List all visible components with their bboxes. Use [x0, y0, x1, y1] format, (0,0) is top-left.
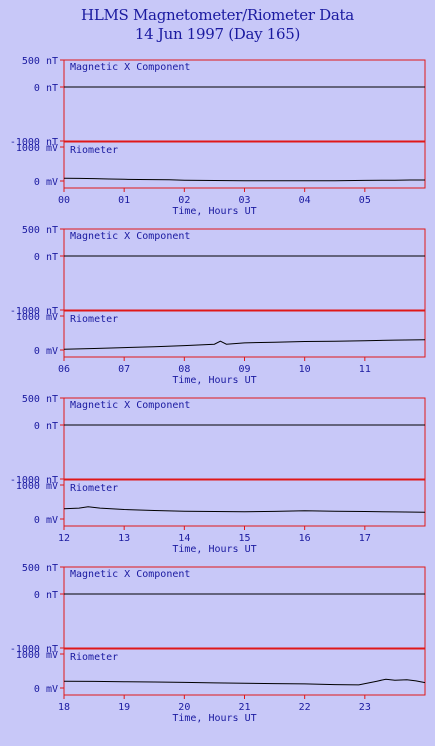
x-axis-label: Time, Hours UT — [172, 375, 256, 386]
rio-ytick-label: 0 mV — [34, 684, 58, 695]
x-tick-label: 22 — [299, 702, 311, 713]
x-tick-label: 04 — [299, 195, 311, 206]
x-tick-label: 15 — [238, 533, 250, 544]
x-tick-label: 03 — [238, 195, 250, 206]
rio-ytick-label: 0 mV — [34, 177, 58, 188]
rio-ytick-label: 0 mV — [34, 515, 58, 526]
rio-series-label: Riometer — [70, 314, 118, 325]
mag-series-label: Magnetic X Component — [70, 62, 190, 73]
mag-ytick-label: 500 nT — [22, 56, 58, 67]
x-tick-label: 06 — [58, 364, 70, 375]
mag-frame — [63, 566, 426, 649]
mag-ytick-label: 0 nT — [34, 421, 58, 432]
mag-frame — [63, 59, 426, 142]
x-tick-label: 10 — [299, 364, 311, 375]
rio-series-label: Riometer — [70, 145, 118, 156]
x-tick-label: 01 — [118, 195, 130, 206]
rio-series-label: Riometer — [70, 652, 118, 663]
x-tick-label: 20 — [178, 702, 190, 713]
x-tick-label: 08 — [178, 364, 190, 375]
x-tick-label: 18 — [58, 702, 70, 713]
mag-ytick-label: 500 nT — [22, 225, 58, 236]
x-tick-label: 13 — [118, 533, 130, 544]
rio-series-line — [63, 678, 426, 686]
mag-ytick-label: -1000 nT — [10, 137, 58, 148]
page-subtitle: 14 Jun 1997 (Day 165) — [134, 25, 301, 43]
panel-3: 500 nT 0 nT -1000 nT Magnetic X Component 10… — [10, 563, 426, 724]
mag-ytick-label: 500 nT — [22, 394, 58, 405]
mag-series-label: Magnetic X Component — [70, 569, 190, 580]
x-tick-label: 12 — [58, 533, 70, 544]
rio-series-label: Riometer — [70, 483, 118, 494]
rio-ytick-label: 1000 mV — [16, 481, 58, 492]
mag-frame — [63, 397, 426, 480]
rio-series-line — [63, 177, 425, 182]
x-axis-label: Time, Hours UT — [172, 206, 256, 217]
panel-1: 500 nT 0 nT -1000 nT Magnetic X Component 10… — [10, 225, 426, 386]
rio-series-line — [63, 339, 426, 350]
mag-ytick-label: 0 nT — [34, 83, 58, 94]
x-axis-label: Time, Hours UT — [172, 544, 256, 555]
x-tick-label: 11 — [359, 364, 371, 375]
rio-ytick-label: 1000 mV — [16, 143, 58, 154]
mag-ytick-label: -1000 nT — [10, 475, 58, 486]
x-tick-label: 17 — [359, 533, 371, 544]
mag-ytick-label: 0 nT — [34, 590, 58, 601]
rio-ytick-label: 1000 mV — [16, 312, 58, 323]
rio-ytick-label: 1000 mV — [16, 650, 58, 661]
x-tick-label: 02 — [178, 195, 190, 206]
mag-ytick-label: -1000 nT — [10, 306, 58, 317]
x-tick-label: 23 — [359, 702, 371, 713]
x-tick-label: 09 — [238, 364, 250, 375]
x-tick-label: 14 — [178, 533, 190, 544]
mag-ytick-label: -1000 nT — [10, 644, 58, 655]
rio-series-line — [63, 506, 426, 513]
x-tick-label: 00 — [58, 195, 70, 206]
mag-ytick-label: 500 nT — [22, 563, 58, 574]
x-axis-label: Time, Hours UT — [172, 713, 256, 724]
mag-frame — [63, 228, 426, 311]
rio-ytick-label: 0 mV — [34, 346, 58, 357]
panel-2: 500 nT 0 nT -1000 nT Magnetic X Component 10… — [10, 394, 426, 555]
x-tick-label: 05 — [359, 195, 371, 206]
x-tick-label: 19 — [118, 702, 130, 713]
x-tick-label: 21 — [238, 702, 250, 713]
panel-0: 500 nT 0 nT -1000 nT Magnetic X Component 10… — [10, 56, 426, 217]
x-tick-label: 16 — [299, 533, 311, 544]
page-title: HLMS Magnetometer/Riometer Data — [81, 6, 354, 24]
mag-series-label: Magnetic X Component — [70, 231, 190, 242]
mag-ytick-label: 0 nT — [34, 252, 58, 263]
mag-series-label: Magnetic X Component — [70, 400, 190, 411]
x-tick-label: 07 — [118, 364, 130, 375]
